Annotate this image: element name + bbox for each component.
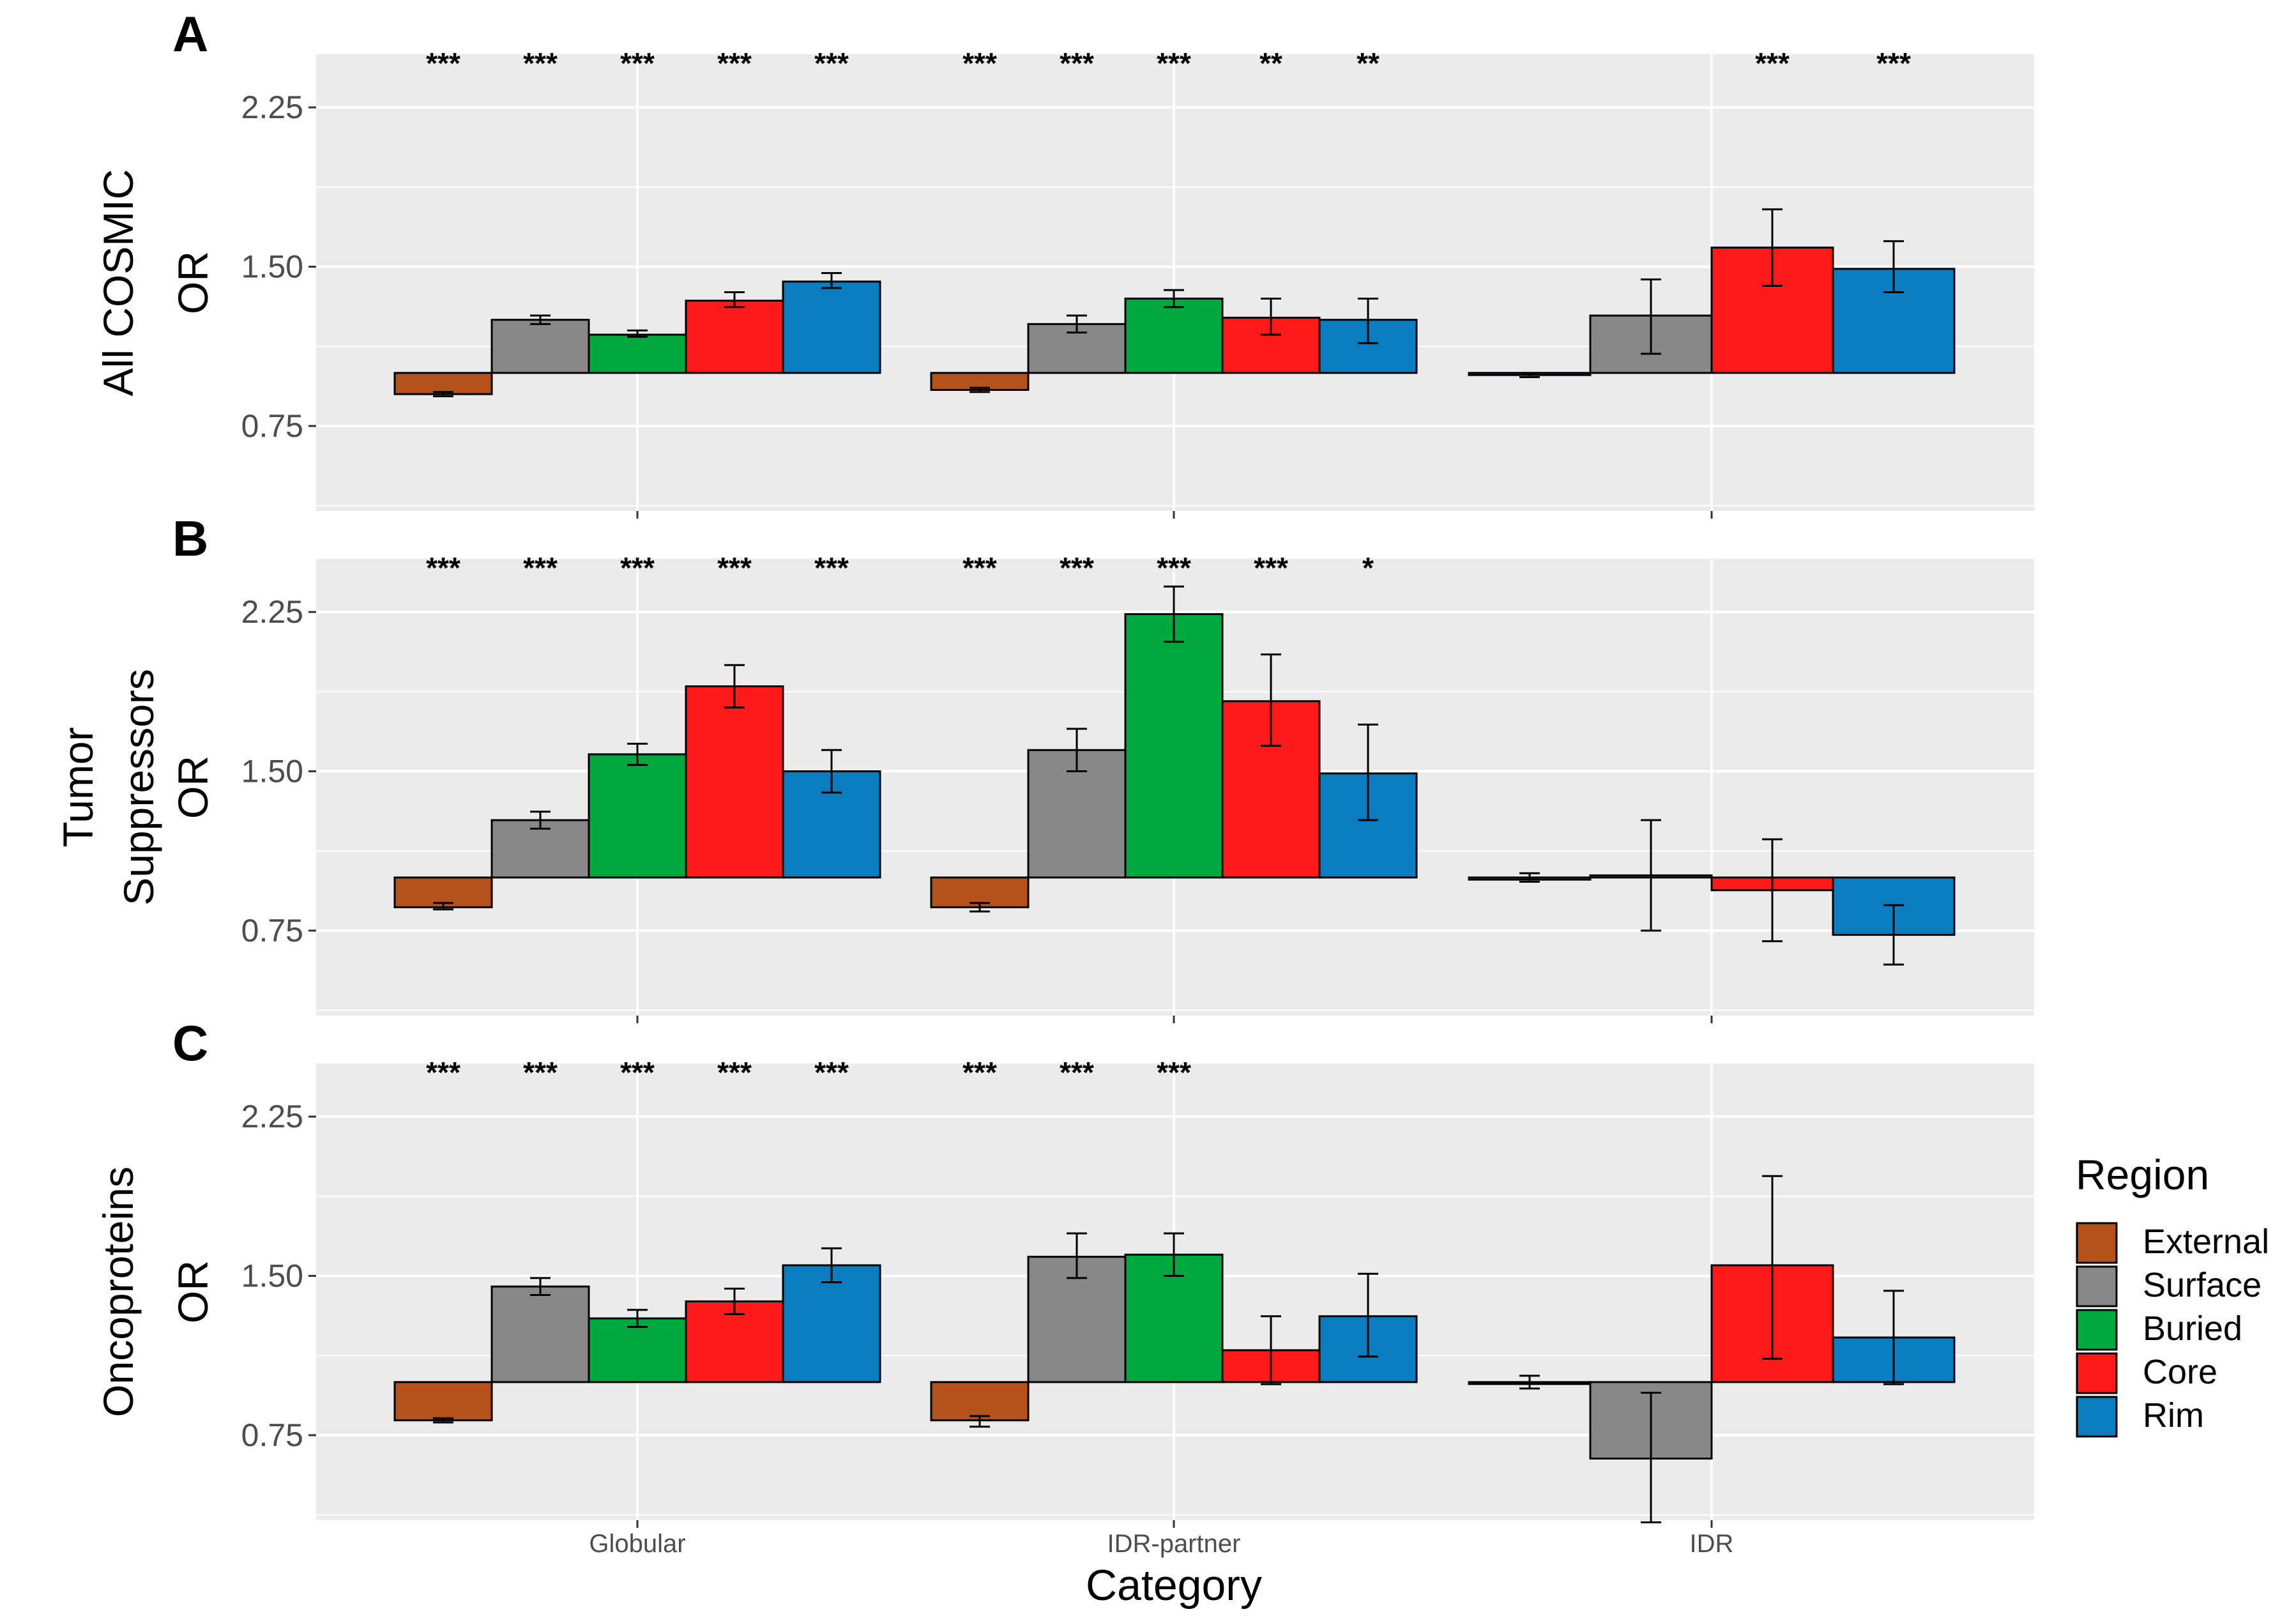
strip-label-line: Suppressors [115, 669, 162, 906]
panel-c: 0.75 1.50 2.25 *** *** *** *** *** *** *** *** C OR O… [95, 1015, 2034, 1528]
legend-swatch-core [2076, 1352, 2118, 1394]
bar-external-globular [393, 1381, 493, 1422]
bar-external-idr-partner [930, 1381, 1030, 1422]
significance-marker: *** [814, 1056, 849, 1089]
significance-marker: *** [1060, 47, 1094, 80]
legend-items: External Surface Buried Core Rim [2076, 1222, 2269, 1438]
y-tick-label: 0.75 [241, 408, 303, 444]
y-tick-label: 1.50 [241, 1258, 303, 1294]
panel-tag-c: C [172, 1015, 208, 1071]
y-tick-label: 2.25 [241, 1099, 303, 1134]
significance-marker: ** [1259, 47, 1282, 80]
y-axis-title: OR [169, 756, 217, 819]
panel-tag-b: B [172, 510, 208, 567]
legend-label-external: External [2143, 1223, 2269, 1261]
bar-core-globular [685, 300, 784, 374]
legend: Region External Surface Buried Core Rim [2076, 1151, 2269, 1438]
y-tick-label: 1.50 [241, 249, 303, 285]
strip-label: Oncoproteins [95, 1166, 142, 1417]
panel-b: 0.751.502.25*** *** *** *** *** *** *** *** *** *… [54, 510, 2034, 1023]
significance-marker: *** [1157, 551, 1191, 584]
significance-marker: *** [523, 1056, 558, 1089]
bar-rim-globular [782, 1264, 881, 1383]
significance-marker: *** [962, 47, 997, 80]
legend-label-rim: Rim [2143, 1396, 2204, 1435]
significance-marker: *** [620, 1056, 655, 1089]
significance-marker: *** [962, 551, 997, 584]
significance-marker: *** [717, 47, 752, 80]
bar-buried-globular [588, 753, 687, 879]
legend-label-core: Core [2143, 1353, 2217, 1391]
bar-buried-globular [588, 333, 687, 374]
significance-marker: *** [620, 551, 655, 584]
significance-marker: *** [814, 47, 849, 80]
bar-buried-idr-partner [1124, 613, 1224, 879]
significance-marker: * [1362, 551, 1374, 584]
significance-marker: *** [1157, 47, 1191, 80]
bar-buried-idr-partner [1124, 297, 1224, 374]
legend-swatch-rim [2076, 1396, 2118, 1438]
significance-marker: *** [717, 1056, 752, 1089]
y-axis-title: OR [169, 1260, 217, 1323]
bar-buried-globular [588, 1317, 687, 1383]
x-axis-title: Category [1086, 1561, 1262, 1610]
significance-marker: *** [426, 1056, 460, 1089]
y-tick-label: 2.25 [241, 89, 303, 125]
legend-title: Region [2076, 1151, 2209, 1198]
significance-marker: *** [814, 551, 849, 584]
y-axis-title: OR [169, 251, 217, 314]
significance-marker: *** [717, 551, 752, 584]
x-tick-label-idr: IDR [1690, 1530, 1734, 1558]
significance-marker: *** [1060, 1056, 1094, 1089]
bar-surface-globular [490, 319, 590, 374]
strip-label-line: Tumor [54, 727, 102, 847]
x-tick-label-globular: Globular [589, 1530, 685, 1558]
bar-surface-globular [490, 819, 590, 879]
significance-marker: *** [1755, 47, 1790, 80]
x-axis: Globular IDR-partner IDR Category [589, 1530, 1733, 1610]
significance-marker: *** [426, 551, 460, 584]
x-tick-label-idr-partner: IDR-partner [1107, 1530, 1241, 1558]
significance-marker: ** [1357, 47, 1380, 80]
legend-swatch-surface [2076, 1265, 2118, 1307]
significance-marker: *** [426, 47, 460, 80]
y-tick-label: 1.50 [241, 754, 303, 789]
bar-external-globular [393, 372, 493, 395]
bar-core-globular [685, 685, 784, 879]
significance-marker: *** [1157, 1056, 1191, 1089]
significance-marker: *** [620, 47, 655, 80]
legend-label-buried: Buried [2143, 1309, 2242, 1348]
legend-swatch-buried [2076, 1309, 2118, 1351]
significance-marker: *** [1876, 47, 1911, 80]
bar-rim-globular [782, 280, 881, 374]
panel-a: 0.751.502.25*** *** *** *** *** *** *** *** ** **… [95, 6, 2034, 519]
y-tick-label: 0.75 [241, 913, 303, 949]
strip-label: All COSMIC [95, 169, 142, 397]
legend-label-surface: Surface [2143, 1266, 2262, 1304]
significance-marker: *** [1254, 551, 1288, 584]
significance-marker: *** [523, 551, 558, 584]
panels-layer: 0.751.502.25*** *** *** *** *** *** *** *** ** **… [54, 6, 2034, 1528]
significance-marker: *** [1060, 551, 1094, 584]
legend-swatch-external [2076, 1222, 2118, 1264]
significance-marker: *** [962, 1056, 997, 1089]
strip-label: Tumor Suppressors [54, 669, 162, 906]
y-tick-label: 2.25 [241, 594, 303, 630]
significance-marker: *** [523, 47, 558, 80]
y-tick-label: 0.75 [241, 1417, 303, 1453]
bar-surface-globular [490, 1285, 590, 1383]
panel-tag-a: A [172, 6, 208, 62]
